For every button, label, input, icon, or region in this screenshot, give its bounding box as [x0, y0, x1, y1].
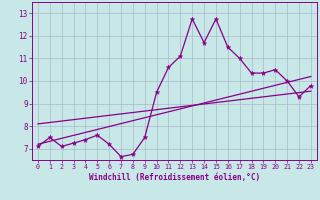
X-axis label: Windchill (Refroidissement éolien,°C): Windchill (Refroidissement éolien,°C): [89, 173, 260, 182]
